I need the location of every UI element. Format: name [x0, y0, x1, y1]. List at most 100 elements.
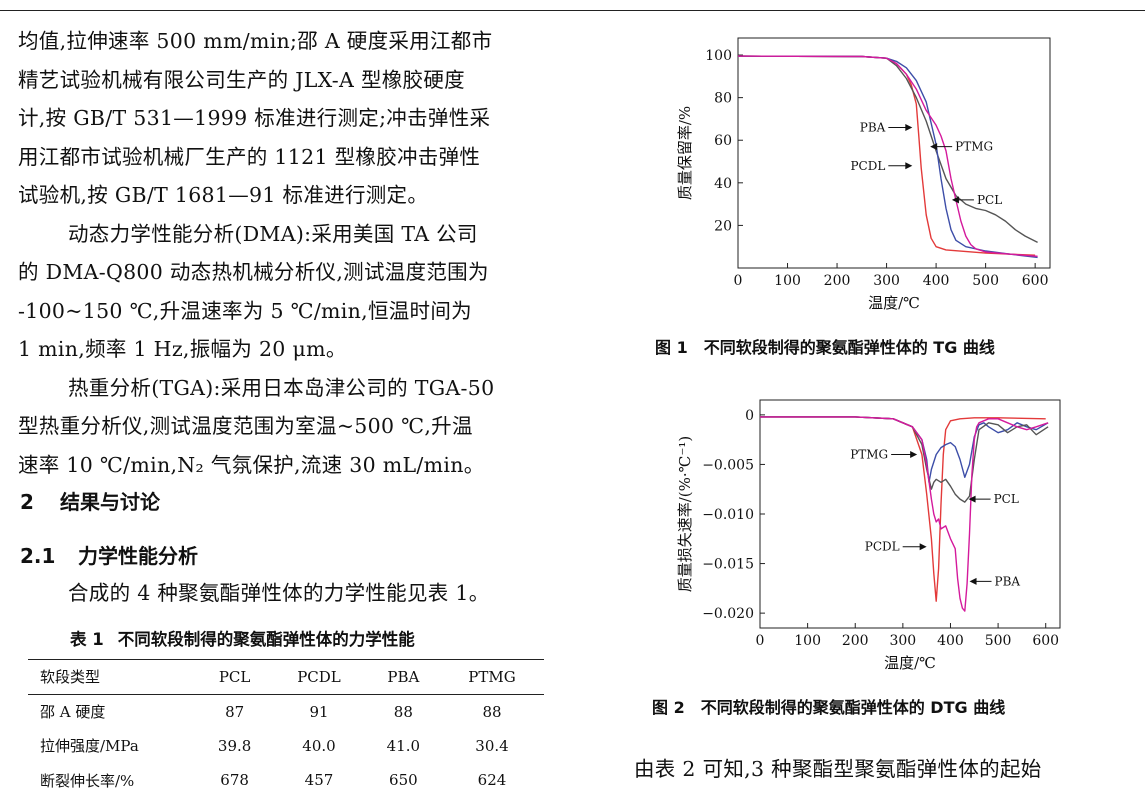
x-tick-label: 200	[842, 633, 869, 649]
table-cell: 39.8	[217, 736, 252, 755]
subsection-title: 力学性能分析	[78, 544, 198, 568]
series-line-ptmg	[737, 55, 1038, 259]
table-header-row: 软段类型 PCL PCDL PBA PTMG	[28, 659, 544, 694]
series-line-ptmg	[760, 416, 1049, 484]
annotation-arrowhead	[905, 123, 913, 131]
section-number: 2	[20, 490, 34, 514]
x-tick-label: 0	[734, 273, 743, 289]
text-line: 热重分析(TGA):采用日本岛津公司的 TGA-50	[68, 375, 495, 400]
table-cell: 41.0	[386, 736, 421, 755]
annotation-pcdl: PCDL	[850, 159, 885, 173]
figure-title: 不同软段制得的聚氨酯弹性体的 DTG 曲线	[700, 698, 1006, 717]
text-line: 速率 10 ℃/min,N₂ 气氛保护,流速 30 mL/min。	[18, 452, 485, 477]
section-title: 结果与讨论	[60, 490, 160, 514]
annotation-arrowhead	[910, 451, 918, 459]
table-header-cell: PBA	[387, 667, 420, 686]
text-line: 动态力学性能分析(DMA):采用美国 TA 公司	[68, 221, 478, 246]
dtg-chart: 0 100 200 300 400 500 600 0 −0.005 −0.010 −0.015 −0…	[676, 399, 1061, 672]
table-number: 表 1	[70, 630, 104, 649]
plot-frame	[737, 37, 1051, 269]
annotation-pcl: PCL	[994, 492, 1019, 506]
series-line-pcl	[737, 55, 1038, 257]
section-heading: 2 结果与讨论	[20, 486, 160, 515]
table-cell: 断裂伸长率/%	[40, 771, 135, 790]
table-header-cell: PCDL	[297, 667, 341, 686]
x-axis-label: 温度/℃	[884, 654, 936, 672]
annotation-pcl: PCL	[977, 193, 1002, 207]
table-cell: 邵 A 硬度	[40, 703, 106, 721]
page-top-rule	[0, 10, 1145, 11]
body-text-continued: 由表 2 可知,3 种聚酯型聚氨酯弹性体的起始	[634, 757, 1042, 781]
figure-number: 图 2	[652, 698, 685, 717]
table-header-cell: PCL	[218, 667, 251, 686]
annotation-arrowhead	[919, 543, 927, 551]
figure-1-caption: 图 1 不同软段制得的聚氨酯弹性体的 TG 曲线	[655, 334, 995, 358]
y-tick-label: 0	[745, 408, 754, 424]
plot-frame	[759, 399, 1061, 629]
y-tick-label: 80	[714, 91, 732, 107]
series-line-pcl	[760, 416, 1049, 503]
x-tick-label: 300	[873, 273, 900, 289]
y-tick-label: 100	[705, 48, 732, 64]
y-tick-label: −0.010	[702, 507, 754, 523]
figure-title: 不同软段制得的聚氨酯弹性体的 TG 曲线	[703, 338, 995, 357]
annotation-pba: PBA	[995, 574, 1021, 588]
annotation-arrowhead	[930, 143, 938, 151]
table-caption: 表 1 不同软段制得的聚氨酯弹性体的力学性能	[70, 626, 415, 650]
x-tick-label: 0	[756, 633, 765, 649]
x-tick-label: 600	[1032, 633, 1059, 649]
text-line: 用江都市试验机械厂生产的 1121 型橡胶冲击弹性	[18, 144, 481, 169]
y-axis-label: 质量保留率/%	[676, 106, 694, 200]
x-tick-label: 300	[889, 633, 916, 649]
text-line: 的 DMA-Q800 动态热机械分析仪,测试温度范围为	[18, 260, 489, 284]
subsection-heading: 2.1 力学性能分析	[20, 540, 198, 569]
table-cell: 87	[225, 702, 245, 721]
table-row: 拉伸强度/MPa 39.8 40.0 41.0 30.4	[28, 729, 544, 764]
annotation-arrowhead	[968, 495, 976, 503]
annotation-arrowhead	[951, 196, 959, 204]
x-tick-label: 600	[1022, 273, 1049, 289]
x-tick-label: 500	[972, 273, 999, 289]
table-cell: 30.4	[475, 736, 509, 755]
annotation-ptmg: PTMG	[850, 448, 888, 462]
table-title: 不同软段制得的聚氨酯弹性体的力学性能	[117, 630, 415, 649]
table-row: 断裂伸长率/% 678 457 650 624	[28, 763, 544, 790]
text-line: 型热重分析仪,测试温度范围为室温~500 ℃,升温	[18, 414, 473, 438]
table-cell: 40.0	[302, 736, 336, 755]
series-line-pba	[737, 55, 1036, 256]
tg-chart: 0 100 200 300 400 500 600 20 40 60 80 100 温度/℃ 质量保留率/…	[676, 37, 1051, 312]
table-header-cell: PTMG	[468, 667, 516, 686]
table-cell: 拉伸强度/MPa	[40, 737, 139, 756]
x-tick-label: 400	[923, 273, 950, 289]
annotation-arrowhead	[969, 577, 977, 585]
text-line: 试验机,按 GB/T 1681—91 标准进行测定。	[18, 183, 429, 207]
x-tick-label: 400	[937, 633, 964, 649]
annotation-arrowhead	[905, 162, 913, 170]
table-cell: 624	[477, 771, 507, 790]
table-header-cell: 软段类型	[40, 668, 101, 687]
y-axis-label: 质量损失速率/(%·℃⁻¹)	[676, 436, 694, 593]
text-line: 均值,拉伸速率 500 mm/min;邵 A 硬度采用江都市	[18, 29, 493, 53]
series-line-pba	[760, 416, 1049, 612]
table-cell: 457	[304, 771, 334, 790]
annotation-pcdl: PCDL	[865, 540, 900, 554]
figure-number: 图 1	[655, 338, 688, 357]
y-tick-label: 20	[714, 218, 732, 234]
table-cell: 88	[393, 702, 413, 721]
subsection-number: 2.1	[20, 544, 56, 568]
table-cell: 91	[309, 702, 329, 721]
series-line-pcdl	[737, 55, 1038, 244]
x-axis-label: 温度/℃	[868, 294, 920, 312]
intro-text: 合成的 4 种聚氨酯弹性体的力学性能见表 1。	[68, 581, 490, 605]
y-tick-label: −0.020	[702, 606, 754, 622]
annotation-pba: PBA	[860, 120, 886, 134]
table-cell: 678	[220, 771, 249, 790]
text-line: 计,按 GB/T 531—1999 标准进行测定;冲击弹性采	[18, 106, 491, 130]
y-tick-label: 40	[714, 176, 732, 192]
table-cell: 88	[482, 702, 502, 721]
y-tick-label: 60	[714, 133, 732, 149]
table-row: 邵 A 硬度 87 91 88 88	[28, 694, 544, 729]
y-tick-label: −0.015	[702, 557, 754, 573]
methods-text: 均值,拉伸速率 500 mm/min;邵 A 硬度采用江都市 精艺试验机械有限公…	[18, 22, 558, 484]
text-line: -100~150 ℃,升温速率为 5 ℃/min,恒温时间为	[18, 298, 472, 323]
